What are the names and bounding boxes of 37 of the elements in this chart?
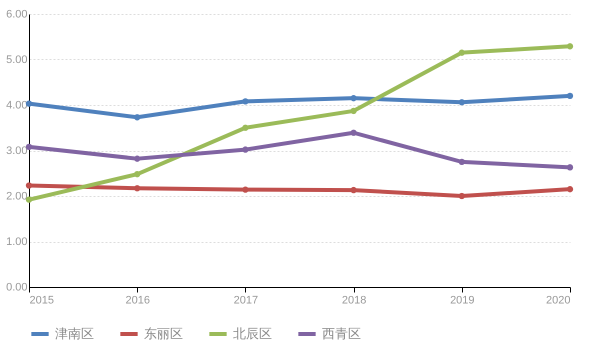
x-tick-label: 2020: [546, 294, 570, 306]
point: [134, 185, 140, 192]
y-tick-label: 5.00: [6, 54, 28, 66]
y-tick-label: 3.00: [6, 145, 28, 157]
legend-label: 西青区: [322, 327, 361, 340]
point: [458, 158, 465, 166]
point: [134, 171, 140, 178]
point: [26, 182, 32, 189]
point: [458, 50, 465, 56]
point: [458, 99, 465, 106]
x-tick-label: 2018: [342, 294, 366, 306]
legend-label: 北辰区: [233, 327, 272, 340]
point: [242, 124, 249, 131]
point: [350, 186, 357, 194]
y-tick-label: 1.00: [6, 236, 28, 248]
point: [458, 192, 465, 200]
x-tick-label: 2017: [234, 294, 258, 306]
y-tick-label: 6.00: [6, 8, 28, 20]
point: [134, 114, 140, 120]
legend-label: 津南区: [55, 327, 94, 340]
point: [242, 186, 249, 193]
y-tick-label: 2.00: [6, 190, 28, 202]
x-tick-label: 2015: [30, 294, 54, 306]
point: [242, 98, 249, 105]
x-tick-label: 2019: [450, 294, 475, 306]
point: [134, 156, 140, 162]
point: [566, 164, 574, 170]
legend-label: 东丽区: [144, 327, 183, 340]
point: [566, 186, 574, 192]
point: [566, 43, 574, 50]
point: [242, 146, 249, 153]
y-tick-label: 0.00: [6, 282, 28, 294]
point: [566, 92, 574, 100]
x-tick-label: 2016: [125, 294, 150, 306]
point: [350, 108, 357, 114]
point: [350, 95, 357, 102]
point: [350, 130, 357, 136]
